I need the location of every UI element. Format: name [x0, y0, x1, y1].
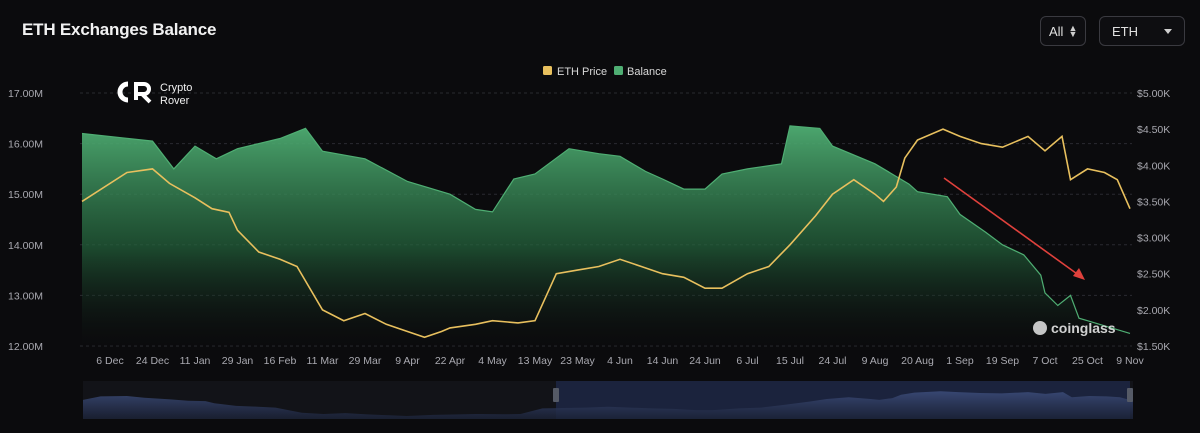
y-left-tick-label: 14.00M: [8, 240, 43, 252]
x-tick-label: 15 Jul: [776, 355, 804, 367]
crypto-rover-logo: Crypto Rover: [117, 81, 192, 107]
x-tick-label: 9 Aug: [862, 355, 889, 367]
x-tick-label: 29 Jan: [222, 355, 254, 367]
y-left-tick-label: 13.00M: [8, 290, 43, 302]
watermark-line1: Crypto: [160, 82, 192, 94]
x-tick-label: 24 Jul: [818, 355, 846, 367]
page-title: ETH Exchanges Balance: [22, 20, 217, 39]
x-tick-label: 11 Jan: [180, 355, 211, 367]
y-left-tick-label: 12.00M: [8, 341, 43, 353]
x-tick-label: 19 Sep: [986, 355, 1019, 367]
coinglass-watermark: coinglass: [1033, 320, 1116, 336]
y-right-tick-label: $1.50K: [1137, 341, 1170, 353]
range-select[interactable]: All ▲ ▼: [1040, 16, 1086, 46]
y-axis-right: $1.50K $2.00K $2.50K $3.00K $3.50K $4.00K $4.5…: [1137, 88, 1170, 353]
x-tick-label: 24 Jun: [689, 355, 721, 367]
y-right-tick-label: $4.00K: [1137, 160, 1170, 172]
y-axis-left: 12.00M 13.00M 14.00M 15.00M 16.00M 17.00M: [8, 88, 43, 353]
x-tick-label: 14 Jun: [647, 355, 679, 367]
chevron-down-icon: [1164, 29, 1172, 34]
logo-r-icon: [134, 82, 152, 104]
up-down-icon: ▲ ▼: [1068, 23, 1078, 39]
x-tick-label: 13 May: [518, 355, 553, 367]
x-tick-label: 29 Mar: [349, 355, 382, 367]
x-tick-label: 9 Apr: [395, 355, 420, 367]
y-right-tick-label: $3.50K: [1137, 196, 1170, 208]
range-select-value: All: [1049, 23, 1064, 39]
eth-price-line: [81, 128, 1131, 339]
x-tick-label: 24 Dec: [136, 355, 169, 367]
y-left-tick-label: 17.00M: [8, 88, 43, 100]
x-tick-label: 11 Mar: [307, 355, 339, 367]
x-tick-label: 20 Aug: [901, 355, 934, 367]
coin-select-value: ETH: [1112, 23, 1138, 39]
y-right-tick-label: $2.00K: [1137, 305, 1170, 317]
y-left-tick-label: 15.00M: [8, 189, 43, 201]
coinglass-icon: [1033, 321, 1047, 335]
legend: ETH Price Balance: [543, 66, 667, 78]
watermark-coinglass: coinglass: [1051, 320, 1116, 336]
navigator-right-handle[interactable]: [1127, 388, 1133, 402]
x-tick-label: 9 Nov: [1116, 355, 1144, 367]
navigator-left-handle[interactable]: [553, 388, 559, 402]
legend-item-balance[interactable]: Balance: [627, 66, 667, 78]
x-tick-label: 7 Oct: [1032, 355, 1057, 367]
balance-area: [82, 125, 1130, 347]
navigator-area: [83, 391, 1133, 419]
x-tick-label: 23 May: [560, 355, 595, 367]
x-tick-label: 1 Sep: [946, 355, 974, 367]
x-tick-label: 4 May: [478, 355, 507, 367]
legend-item-price[interactable]: ETH Price: [557, 66, 607, 78]
watermark-line2: Rover: [160, 95, 190, 107]
x-tick-label: 6 Dec: [96, 355, 123, 367]
legend-swatch-balance: [614, 66, 623, 75]
coin-select[interactable]: ETH: [1099, 16, 1185, 46]
y-right-tick-label: $5.00K: [1137, 88, 1170, 100]
y-left-tick-label: 16.00M: [8, 139, 43, 151]
range-navigator[interactable]: [83, 381, 1133, 419]
y-right-tick-label: $2.50K: [1137, 269, 1170, 281]
x-tick-label: 25 Oct: [1072, 355, 1103, 367]
x-axis: 6 Dec 24 Dec 11 Jan 29 Jan 16 Feb 11 Mar 29 Ma…: [96, 355, 1144, 367]
y-right-tick-label: $3.00K: [1137, 233, 1170, 245]
balance-line: [81, 125, 1131, 334]
x-tick-label: 4 Jun: [607, 355, 633, 367]
x-tick-label: 6 Jul: [736, 355, 758, 367]
y-right-tick-label: $4.50K: [1137, 124, 1170, 136]
trend-arrow-annotation: [943, 177, 1085, 280]
legend-swatch-price: [543, 66, 552, 75]
logo-c-icon: [117, 81, 129, 103]
x-tick-label: 22 Apr: [435, 355, 466, 367]
x-tick-label: 16 Feb: [264, 355, 297, 367]
